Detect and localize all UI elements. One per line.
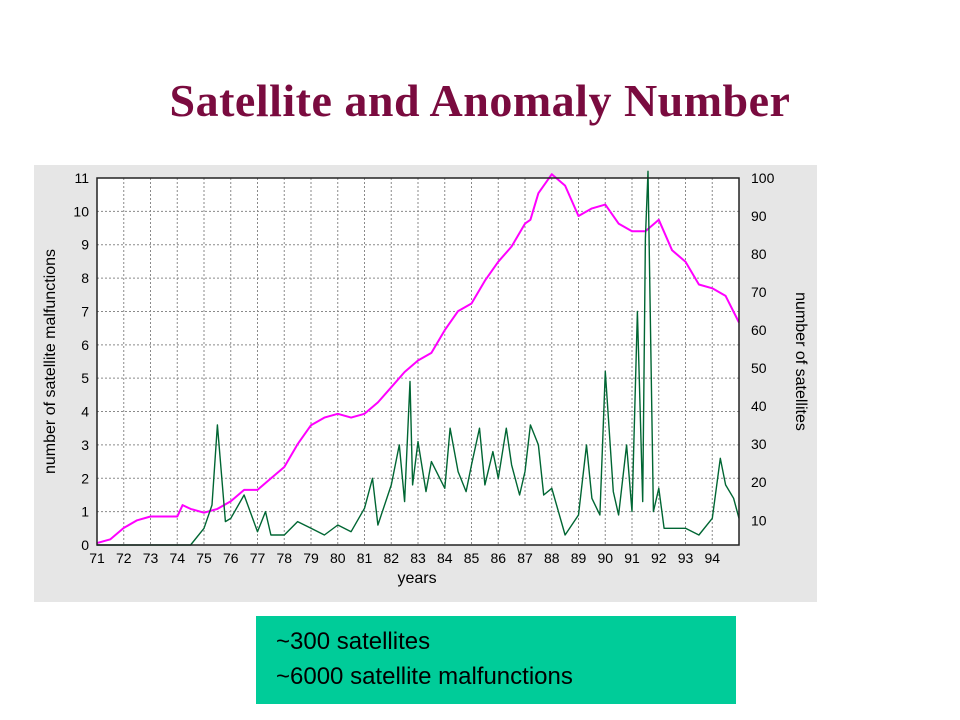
x-tick-label: 72 — [116, 550, 132, 566]
chart-panel: 71 72 73 74 75 76 77 78 79 80 81 82 83 84 85 86 87 88 89 90… — [34, 165, 817, 602]
x-tick-label: 90 — [597, 550, 613, 566]
page-title: Satellite and Anomaly Number — [169, 75, 791, 126]
x-tick-label: 89 — [571, 550, 587, 566]
x-tick-label: 82 — [383, 550, 399, 566]
note-line-satellites: ~300 satellites — [276, 628, 431, 655]
x-tick-label: 83 — [410, 550, 426, 566]
x-tick-label: 75 — [196, 550, 212, 566]
y-left-tick-label: 6 — [81, 337, 89, 353]
y-left-tick-label: 7 — [81, 303, 89, 319]
y-left-tick-label: 5 — [81, 370, 89, 386]
y-left-tick-label: 2 — [81, 470, 89, 486]
x-tick-label: 77 — [250, 550, 266, 566]
malfunctions-line — [97, 170, 740, 546]
x-tick-label: 80 — [330, 550, 346, 566]
y-right-tick-label: 60 — [751, 322, 767, 338]
y-left-tick-label: 8 — [81, 270, 89, 286]
plot-border — [96, 177, 740, 546]
x-tick-label: 93 — [678, 550, 694, 566]
x-tick-label: 94 — [704, 550, 720, 566]
chart: 71 72 73 74 75 76 77 78 79 80 81 82 83 84 85 86 87 88 89 90… — [42, 170, 809, 587]
x-axis-title: years — [397, 570, 436, 587]
y-left-tick-label: 0 — [81, 537, 89, 553]
grid — [96, 177, 739, 545]
y-left-axis-title: number of satellite malfunctions — [42, 249, 59, 474]
y-right-tick-label: 20 — [751, 474, 767, 490]
x-tick-label: 73 — [143, 550, 159, 566]
y-right-tick-label: 40 — [751, 398, 767, 414]
y-left-tick-label: 3 — [81, 437, 89, 453]
y-right-tick-label: 10 — [751, 512, 767, 528]
satellites-line — [96, 173, 740, 545]
x-tick-label: 71 — [89, 550, 105, 566]
note-line-malfunctions: ~6000 satellite malfunctions — [276, 663, 573, 690]
x-tick-label: 86 — [490, 550, 506, 566]
x-tick-label: 79 — [303, 550, 319, 566]
y-right-axis-title: number of satellites — [792, 292, 809, 431]
y-right-tick-label: 100 — [751, 170, 775, 186]
x-tick-label: 76 — [223, 550, 239, 566]
x-tick-label: 85 — [464, 550, 480, 566]
x-tick-label: 81 — [357, 550, 373, 566]
y-right-tick-label: 30 — [751, 436, 767, 452]
x-tick-label: 87 — [517, 550, 533, 566]
y-left-tick-label: 1 — [81, 504, 89, 520]
y-left-tick-label: 9 — [81, 237, 89, 253]
x-tick-label: 91 — [624, 550, 640, 566]
x-tick-label: 74 — [169, 550, 185, 566]
y-right-tick-label: 50 — [751, 360, 767, 376]
y-right-tick-label: 80 — [751, 246, 767, 262]
y-left-tick-label: 10 — [73, 203, 89, 219]
y-left-tick-label: 4 — [81, 404, 89, 420]
x-tick-label: 92 — [651, 550, 667, 566]
summary-note: ~300 satellites ~6000 satellite malfunct… — [256, 616, 736, 704]
y-left-tick-label: 11 — [74, 170, 89, 186]
y-right-tick-label: 70 — [751, 284, 767, 300]
x-tick-label: 88 — [544, 550, 560, 566]
x-tick-label: 84 — [437, 550, 453, 566]
y-right-tick-label: 90 — [751, 208, 767, 224]
x-tick-label: 78 — [276, 550, 292, 566]
